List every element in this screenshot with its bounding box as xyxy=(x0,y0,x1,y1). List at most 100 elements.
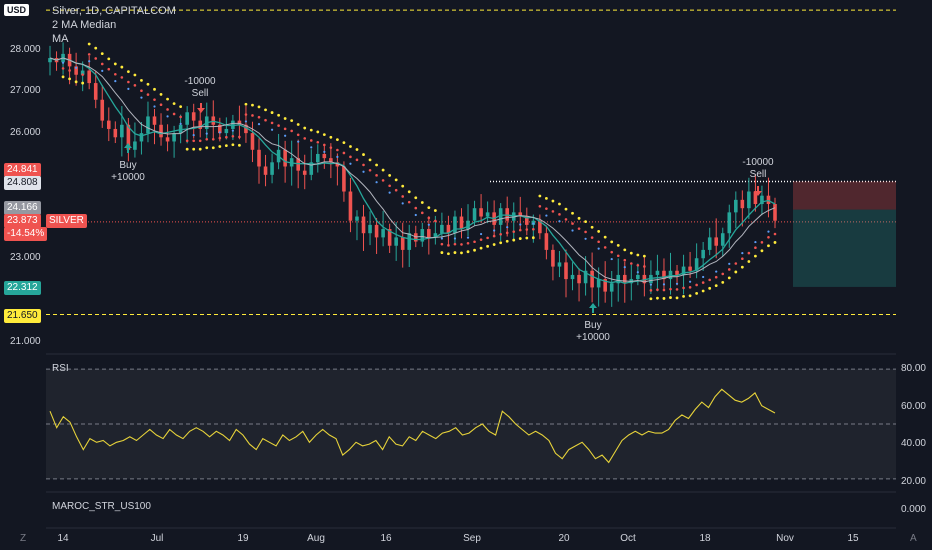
band-dot-inner xyxy=(486,236,489,240)
band-dot-blue xyxy=(414,213,417,217)
band-dot-outer xyxy=(629,251,633,255)
band-dot-inner xyxy=(87,53,91,56)
candle-body xyxy=(590,270,594,288)
rsi-tick-20: 20.00 xyxy=(900,476,926,487)
band-dot-blue xyxy=(88,60,91,63)
candle-body xyxy=(342,166,346,192)
x-tick-label: 19 xyxy=(237,533,249,544)
rsi-pane-title[interactable]: RSI xyxy=(52,363,69,374)
band-dot-blue xyxy=(192,134,195,137)
candle-body xyxy=(453,216,457,234)
band-dot-inner xyxy=(669,287,672,291)
band-dot-outer xyxy=(453,251,457,254)
band-dot-inner xyxy=(211,137,215,141)
band-dot-inner xyxy=(420,211,424,215)
bottom-pane-title[interactable]: MAROC_STR_US100 xyxy=(52,501,151,512)
candle-body xyxy=(525,216,529,225)
band-dot-outer xyxy=(473,248,476,252)
band-dot-inner xyxy=(355,158,359,162)
band-dot-outer xyxy=(479,246,483,250)
candle-body xyxy=(707,237,712,250)
band-dot-outer xyxy=(349,145,352,148)
stop-zone xyxy=(793,181,896,210)
band-dot-blue xyxy=(297,140,300,143)
candle-body xyxy=(152,116,157,125)
band-dot-outer xyxy=(682,294,685,298)
band-dot-inner xyxy=(662,288,666,292)
band-dot-outer xyxy=(590,225,594,229)
band-dot-inner xyxy=(714,275,718,279)
band-dot-outer xyxy=(714,284,718,288)
candle-body xyxy=(263,166,268,175)
symbol-title[interactable]: Silver, 1D, CAPITALCOM xyxy=(52,5,176,17)
price-label-current: 23.873 xyxy=(4,214,41,228)
band-dot-inner xyxy=(257,115,261,119)
band-dot-blue xyxy=(754,240,757,244)
band-dot-outer xyxy=(198,147,202,151)
band-dot-inner xyxy=(492,234,496,238)
band-dot-blue xyxy=(636,271,639,274)
candle-body xyxy=(394,237,398,246)
band-dot-inner xyxy=(460,243,463,246)
band-dot-outer xyxy=(767,244,770,248)
candle-body xyxy=(231,120,235,129)
band-dot-inner xyxy=(414,206,418,210)
band-dot-inner xyxy=(316,140,320,144)
candle-body xyxy=(93,83,98,100)
candle-body xyxy=(583,270,588,284)
bottom-pane-tick: 0.000 xyxy=(900,504,926,515)
band-dot-outer xyxy=(734,270,738,274)
indicator-2ma-median[interactable]: 2 MA Median xyxy=(52,19,117,31)
band-dot-inner xyxy=(107,67,111,71)
x-tick-label: Nov xyxy=(776,533,794,544)
band-dot-inner xyxy=(447,244,450,247)
candle-body xyxy=(146,116,150,134)
band-dot-outer xyxy=(466,250,470,254)
band-dot-outer xyxy=(695,291,699,295)
band-dot-blue xyxy=(284,134,287,137)
sell-arrow-2 xyxy=(754,186,762,196)
band-dot-outer xyxy=(277,113,281,117)
band-dot-inner xyxy=(114,72,117,76)
sell-annotation-2: -10000 Sell xyxy=(742,157,773,181)
band-dot-inner xyxy=(643,265,646,268)
band-dot-outer xyxy=(773,241,777,244)
band-dot-outer xyxy=(251,103,254,107)
auto-scale-corner[interactable]: A xyxy=(910,533,917,544)
candle-body xyxy=(753,191,758,205)
candle-body xyxy=(603,279,607,292)
band-dot-blue xyxy=(179,122,182,125)
band-dot-outer xyxy=(636,253,640,257)
band-dot-outer xyxy=(433,209,437,212)
candle-body xyxy=(485,212,490,217)
band-dot-inner xyxy=(636,263,640,267)
sell-1-amount: -10000 xyxy=(184,76,216,87)
band-dot-inner xyxy=(727,268,731,271)
band-dot-outer xyxy=(486,244,490,248)
candle-body xyxy=(740,199,745,209)
band-dot-outer xyxy=(447,252,450,256)
currency-badge[interactable]: USD xyxy=(4,4,30,16)
candle-body xyxy=(100,99,105,121)
band-dot-outer xyxy=(642,254,646,258)
band-dot-inner xyxy=(701,281,705,284)
band-dot-blue xyxy=(728,262,731,265)
candle-body xyxy=(322,153,327,159)
band-dot-inner xyxy=(270,121,274,125)
candle-body xyxy=(577,274,581,284)
zoom-corner-left[interactable]: Z xyxy=(20,533,27,544)
band-dot-blue xyxy=(453,237,457,240)
band-dot-outer xyxy=(218,145,222,148)
candle-body xyxy=(381,229,385,238)
band-dot-outer xyxy=(316,130,320,134)
band-dot-blue xyxy=(545,214,548,217)
band-dot-outer xyxy=(264,108,267,112)
band-dot-outer xyxy=(244,102,248,106)
buy-1-amount: +10000 xyxy=(111,172,145,183)
candle-body xyxy=(564,262,568,280)
candle-body xyxy=(734,199,738,213)
band-dot-outer xyxy=(414,196,418,200)
indicator-ma[interactable]: MA xyxy=(52,33,69,45)
